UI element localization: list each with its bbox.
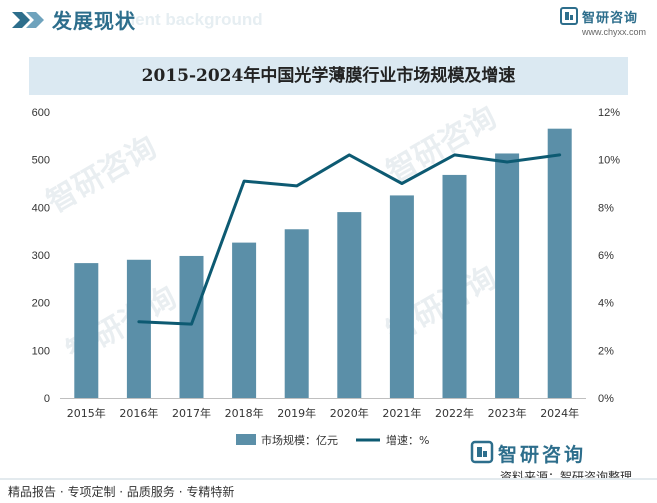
chart: 2015年 2016年 2017年 2018年 2019年 2020年 2021年 2022年… [32, 107, 621, 447]
y-right-tick-label: 2% [598, 345, 614, 357]
x-tick-label: 2018年 [225, 406, 264, 420]
x-tick-label: 2021年 [382, 406, 421, 420]
header-background-text: ment background [120, 10, 263, 29]
x-tick-label: 2019年 [277, 406, 316, 420]
brand-logo-icon [560, 7, 578, 25]
y-right-tick-label: 4% [598, 298, 614, 310]
section-title: 发展现状 [52, 9, 136, 33]
bar [232, 242, 257, 398]
footer-logo-icon [470, 440, 494, 464]
bar [547, 128, 572, 398]
double-chevron-icon [12, 12, 44, 28]
y-right-tick-label: 10% [598, 155, 620, 167]
x-tick-label: 2017年 [172, 406, 211, 420]
chart-title: 2015-2024年中国光学薄膜行业市场规模及增速 [141, 66, 516, 86]
growth-line [137, 153, 562, 326]
brand-logo: 智研咨询 www.chyxx.com [560, 5, 652, 39]
header: ment background 发展现状 [0, 0, 657, 42]
footer-bar: 精品报告 · 专项定制 · 品质服务 · 专精特新 [0, 478, 657, 503]
bar [442, 174, 467, 398]
y-left-tick-label: 100 [32, 345, 50, 357]
y-right-tick-label: 6% [598, 250, 614, 262]
y-right-tick-label: 8% [598, 202, 614, 214]
bar [337, 212, 362, 398]
x-tick-label: 2023年 [488, 406, 527, 420]
x-tick-label: 2015年 [67, 406, 106, 420]
bar [389, 195, 414, 398]
y-left-tick-label: 200 [32, 298, 50, 310]
x-tick-label: 2020年 [330, 406, 369, 420]
x-tick-label: 2022年 [435, 406, 474, 420]
footer-logo-text: 智研咨询 [498, 444, 587, 466]
x-tick-label: 2016年 [119, 406, 158, 420]
y-right-tick-label: 12% [598, 107, 620, 119]
y-left-tick-label: 300 [32, 250, 50, 262]
footer-logo: 智研咨询 [470, 440, 650, 466]
y-left-tick-label: 600 [32, 107, 50, 119]
legend-bar-swatch [236, 434, 256, 445]
chart-title-box: 2015-2024年中国光学薄膜行业市场规模及增速 [29, 57, 628, 95]
footer-slogan: 精品报告 · 专项定制 · 品质服务 · 专精特新 [8, 485, 235, 499]
y-left-tick-label: 400 [32, 202, 50, 214]
brand-url: www.chyxx.com [582, 27, 647, 37]
bar [74, 263, 99, 398]
legend-line-label: 增速：% [386, 433, 429, 447]
bar [126, 259, 151, 398]
y-left-tick-label: 500 [32, 155, 50, 167]
bar [284, 229, 309, 398]
legend-bar-label: 市场规模：亿元 [261, 433, 338, 447]
brand-name: 智研咨询 [582, 11, 639, 26]
bar [495, 153, 520, 398]
y-left-tick-label: 0 [44, 393, 50, 405]
x-tick-label: 2024年 [540, 406, 579, 420]
bar [179, 255, 204, 398]
y-right-tick-label: 0% [598, 393, 614, 405]
